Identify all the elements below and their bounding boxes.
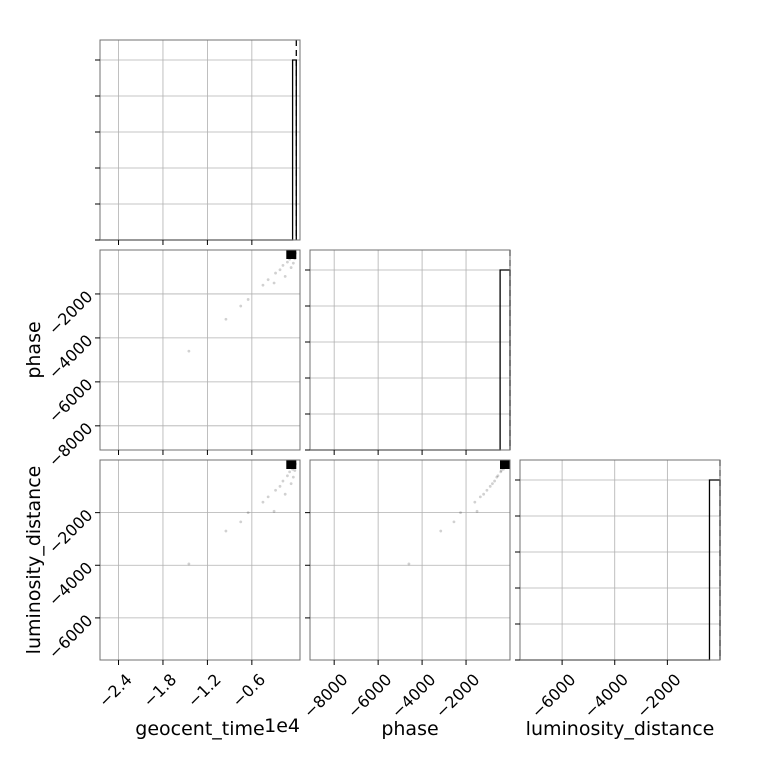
scatter-geocent_time-vs-luminosity_distance-point <box>278 484 282 488</box>
scatter-geocent_time-vs-phase-point <box>246 298 250 301</box>
scatter-geocent_time-vs-luminosity_distance-point <box>286 474 289 478</box>
scatter-geocent_time-vs-phase-point <box>286 260 289 264</box>
tick-label-luminosity_distance: −2000 <box>45 506 97 558</box>
hist-geocent_time-frame <box>99 39 301 241</box>
tick-label-phase: −8000 <box>45 419 97 471</box>
hist-luminosity_distance-bar <box>520 479 721 661</box>
scatter-phase-vs-luminosity_distance-point <box>482 492 486 496</box>
tick-label-phase: −2000 <box>432 670 484 722</box>
tick-label-luminosity_distance: −2000 <box>633 670 685 722</box>
scatter-geocent_time-vs-phase-point <box>289 266 293 269</box>
scatter-phase-vs-luminosity_distance-point <box>495 475 499 479</box>
hist-phase-bar <box>310 269 511 451</box>
scatter-geocent_time-vs-phase-point <box>274 271 277 275</box>
scatter-geocent_time-vs-phase-point <box>187 349 191 353</box>
scatter-geocent_time-vs-luminosity_distance-point <box>289 482 293 486</box>
tick-label-phase: −6000 <box>344 670 396 722</box>
hist-phase-frame <box>309 249 511 451</box>
tick-label-luminosity_distance: −6000 <box>528 670 580 722</box>
scatter-phase-vs-luminosity_distance-point <box>499 470 503 474</box>
scatter-geocent_time-vs-phase-point <box>266 278 270 282</box>
scatter-phase-vs-luminosity_distance-point <box>459 511 462 515</box>
tick-label-phase: −2000 <box>45 287 97 339</box>
scatter-geocent_time-vs-luminosity_distance-point <box>283 492 287 496</box>
tick-label-luminosity_distance: −4000 <box>45 558 97 610</box>
tick-label-geocent_time: −1.8 <box>139 670 180 711</box>
scatter-phase-vs-luminosity_distance-point <box>439 529 443 533</box>
scatter-geocent_time-vs-phase-point <box>283 274 287 278</box>
hist-luminosity_distance-frame <box>519 459 721 661</box>
scatter-phase-vs-luminosity_distance-point <box>475 509 479 513</box>
scatter-geocent_time-vs-phase-point <box>224 317 228 321</box>
scatter-geocent_time-vs-luminosity_distance-point <box>281 479 285 483</box>
scatter-geocent_time-vs-luminosity_distance-density-peak <box>286 460 297 469</box>
scatter-phase-vs-luminosity_distance-density-peak <box>500 460 510 469</box>
scatter-phase-vs-luminosity_distance-point <box>407 562 411 566</box>
tick-label-geocent_time: −1.2 <box>184 670 225 711</box>
scatter-geocent_time-vs-luminosity_distance-point <box>246 511 250 515</box>
tick-label-geocent_time: −0.6 <box>228 670 269 711</box>
ylabel-luminosity_distance: luminosity_distance <box>23 466 45 655</box>
xlabel-luminosity_distance: luminosity_distance <box>526 718 715 740</box>
scatter-phase-vs-luminosity_distance-point <box>473 500 477 504</box>
scatter-geocent_time-vs-luminosity_distance-point <box>293 469 297 472</box>
scatter-phase-vs-luminosity_distance-point <box>488 484 492 488</box>
tick-label-luminosity_distance: −4000 <box>580 670 632 722</box>
scatter-geocent_time-vs-luminosity_distance-point <box>288 470 292 474</box>
ylabel-phase: phase <box>23 321 45 378</box>
scatter-geocent_time-vs-phase-point <box>278 268 282 272</box>
tick-label-luminosity_distance: −6000 <box>45 611 97 663</box>
tick-label-phase: −6000 <box>45 375 97 427</box>
scatter-geocent_time-vs-luminosity_distance-point <box>239 520 243 524</box>
scatter-phase-vs-luminosity_distance-frame <box>309 459 511 661</box>
tick-label-geocent_time: −2.4 <box>95 670 136 711</box>
scatter-geocent_time-vs-luminosity_distance-point <box>187 562 191 566</box>
scatter-phase-vs-luminosity_distance-point <box>496 474 500 478</box>
scatter-geocent_time-vs-phase-point <box>281 263 285 267</box>
tick-label-phase: −8000 <box>300 670 352 722</box>
scatter-geocent_time-vs-phase-point <box>272 281 276 285</box>
scatter-phase-vs-luminosity_distance-point <box>491 482 494 486</box>
scatter-geocent_time-vs-luminosity_distance-point <box>274 488 277 492</box>
xlabel-geocent_time: geocent_time <box>135 718 264 740</box>
xlabel-phase: phase <box>381 718 438 740</box>
scatter-geocent_time-vs-phase-frame <box>99 249 301 451</box>
scatter-geocent_time-vs-phase-point <box>261 283 265 287</box>
scatter-geocent_time-vs-phase-density-peak <box>286 250 297 259</box>
offset-text-geocent_time: 1e4 <box>264 715 300 737</box>
scatter-geocent_time-vs-luminosity_distance-point <box>272 509 276 513</box>
scatter-geocent_time-vs-luminosity_distance-point <box>291 475 295 479</box>
scatter-geocent_time-vs-phase-point <box>239 304 243 308</box>
scatter-phase-vs-luminosity_distance-point <box>452 520 456 524</box>
tick-label-phase: −4000 <box>45 331 97 383</box>
scatter-geocent_time-vs-luminosity_distance-frame <box>99 459 301 661</box>
scatter-geocent_time-vs-luminosity_distance-point <box>261 500 265 504</box>
scatter-geocent_time-vs-luminosity_distance-point <box>224 529 228 533</box>
scatter-phase-vs-luminosity_distance-point <box>493 479 497 483</box>
hist-geocent_time-bar <box>100 59 297 241</box>
tick-label-phase: −4000 <box>388 670 440 722</box>
scatter-phase-vs-luminosity_distance-point <box>499 469 503 472</box>
scatter-geocent_time-vs-phase-point <box>291 261 295 265</box>
scatter-phase-vs-luminosity_distance-point <box>478 495 482 499</box>
scatter-phase-vs-luminosity_distance-point <box>485 488 489 492</box>
scatter-geocent_time-vs-luminosity_distance-point <box>266 495 270 499</box>
